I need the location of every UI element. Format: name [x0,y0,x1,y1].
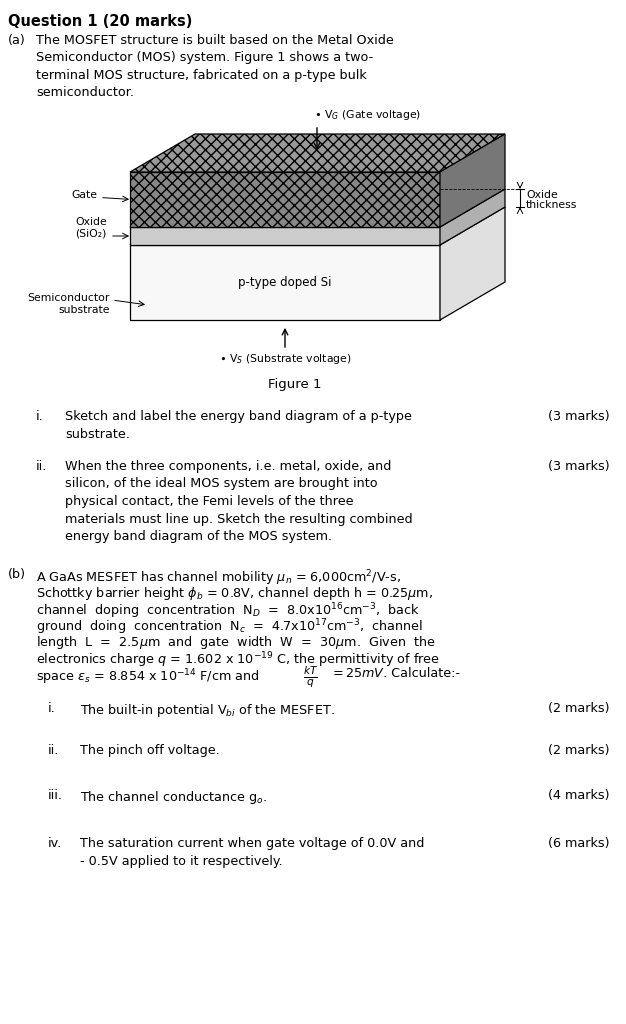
Text: The pinch off voltage.: The pinch off voltage. [80,744,220,757]
Text: $\frac{kT}{q}$: $\frac{kT}{q}$ [303,665,319,690]
Text: When the three components, i.e. metal, oxide, and
silicon, of the ideal MOS syst: When the three components, i.e. metal, o… [65,460,413,543]
Text: The channel conductance g$_o$.: The channel conductance g$_o$. [80,790,267,806]
Text: Schottky barrier height $\phi_b$ = 0.8V, channel depth h = 0.25$\mu$m,: Schottky barrier height $\phi_b$ = 0.8V,… [36,585,433,601]
Polygon shape [130,207,505,245]
Text: Semiconductor
substrate: Semiconductor substrate [28,293,110,314]
Text: Question 1 (20 marks): Question 1 (20 marks) [8,14,192,29]
Text: Oxide
(SiO₂): Oxide (SiO₂) [75,217,107,239]
Text: A GaAs MESFET has channel mobility $\mu_n$ = 6,000cm$^2$/V-s,: A GaAs MESFET has channel mobility $\mu_… [36,568,401,588]
Text: Figure 1: Figure 1 [269,378,322,391]
Polygon shape [130,189,505,227]
Polygon shape [130,245,440,319]
Text: iii.: iii. [48,790,63,802]
Text: $= 25mV$: $= 25mV$ [330,667,385,680]
Text: p-type doped Si: p-type doped Si [239,276,332,289]
Polygon shape [130,227,440,245]
Polygon shape [440,207,505,319]
Text: $\bullet$ V$_S$ (Substrate voltage): $\bullet$ V$_S$ (Substrate voltage) [218,352,351,366]
Text: Sketch and label the energy band diagram of a p-type
substrate.: Sketch and label the energy band diagram… [65,410,412,440]
Polygon shape [130,172,440,227]
Text: ii.: ii. [48,744,59,757]
Text: Gate: Gate [71,190,97,201]
Text: The built-in potential V$_{bi}$ of the MESFET.: The built-in potential V$_{bi}$ of the M… [80,702,335,719]
Text: (2 marks): (2 marks) [548,702,610,715]
Text: i.: i. [48,702,56,715]
Text: electronics charge $q$ = 1.602 x 10$^{-19}$ C, the permittivity of free: electronics charge $q$ = 1.602 x 10$^{-1… [36,650,440,670]
Polygon shape [440,134,505,227]
Text: Oxide: Oxide [526,190,558,200]
Text: iv.: iv. [48,837,62,850]
Text: (a): (a) [8,34,26,47]
Text: The MOSFET structure is built based on the Metal Oxide
Semiconductor (MOS) syste: The MOSFET structure is built based on t… [36,34,394,99]
Text: length  L  =  2.5$\mu$m  and  gate  width  W  =  30$\mu$m.  Given  the: length L = 2.5$\mu$m and gate width W = … [36,634,436,651]
Text: ground  doing  concentration  N$_c$  =  4.7x10$^{17}$cm$^{-3}$,  channel: ground doing concentration N$_c$ = 4.7x1… [36,617,423,637]
Polygon shape [130,134,505,172]
Text: $\bullet$ V$_G$ (Gate voltage): $\bullet$ V$_G$ (Gate voltage) [314,108,421,122]
Text: ii.: ii. [36,460,48,473]
Text: (6 marks): (6 marks) [548,837,610,850]
Text: (b): (b) [8,568,26,581]
Text: (3 marks): (3 marks) [548,460,610,473]
Text: The saturation current when gate voltage of 0.0V and
- 0.5V applied to it respec: The saturation current when gate voltage… [80,837,424,867]
Polygon shape [440,189,505,245]
Text: . Calculate:-: . Calculate:- [383,667,460,680]
Text: channel  doping  concentration  N$_D$  =  8.0x10$^{16}$cm$^{-3}$,  back: channel doping concentration N$_D$ = 8.0… [36,601,420,621]
Text: space $\varepsilon_s$ = 8.854 x 10$^{-14}$ F/cm and: space $\varepsilon_s$ = 8.854 x 10$^{-14… [36,667,260,687]
Text: (2 marks): (2 marks) [548,744,610,757]
Text: (3 marks): (3 marks) [548,410,610,423]
Text: i.: i. [36,410,44,423]
Text: thickness: thickness [526,200,577,210]
Text: (4 marks): (4 marks) [548,790,610,802]
